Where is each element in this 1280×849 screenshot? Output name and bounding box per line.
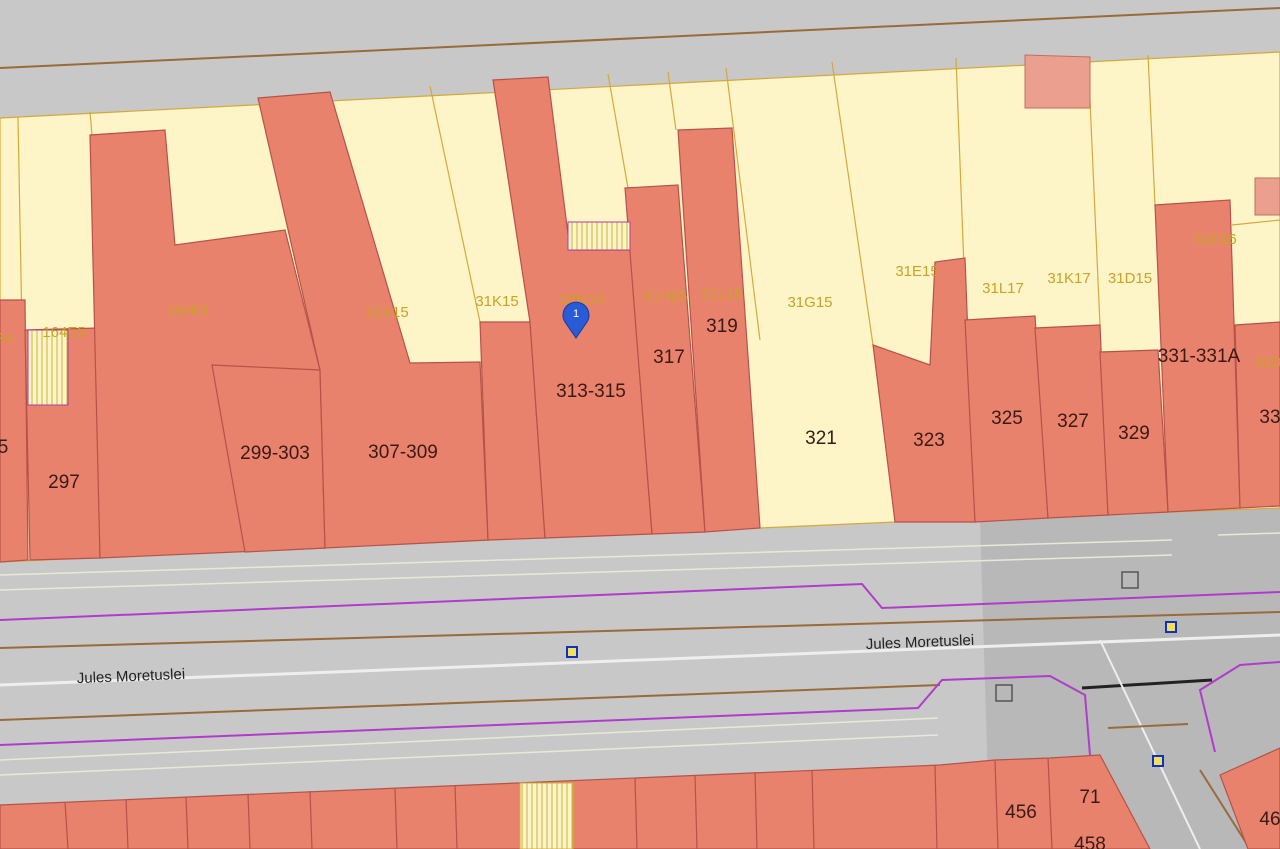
parcel-code: 31L15 [701, 286, 743, 303]
house-number: 71 [1079, 787, 1100, 808]
parcel-code: 31D15 [1108, 270, 1152, 287]
house-number: 329 [1118, 423, 1150, 444]
parcel-code: 31H15 [643, 288, 687, 305]
house-number: 317 [653, 347, 685, 368]
house-number: 327 [1057, 411, 1089, 432]
house-number: 299-303 [240, 443, 310, 464]
parcel-code: 31E15 [895, 263, 938, 280]
parcel-code: 164K5 [165, 302, 208, 319]
marker-label[interactable]: 1 [573, 308, 579, 320]
parcel-code: 31G15 [787, 294, 832, 311]
house-number: 458 [1074, 834, 1106, 849]
house-number: 46 [1259, 809, 1280, 830]
house-number: 297 [48, 472, 80, 493]
parcel-code: 31E16 [1193, 231, 1236, 248]
street-label: Jules Moretuslei [76, 666, 185, 687]
node-symbols [566, 571, 1177, 767]
house-number: 33 [1259, 407, 1280, 428]
map-marker[interactable]: 1 [562, 301, 590, 339]
buildings [0, 54, 1280, 563]
house-number: 331-331A [1158, 346, 1241, 367]
roads [0, 532, 1280, 849]
house-number: 307-309 [368, 442, 438, 463]
road-edge [0, 7, 1280, 69]
house-number: 456 [1005, 802, 1037, 823]
house-number: 319 [706, 316, 738, 337]
house-number: 313-315 [556, 381, 626, 402]
parcel-code: 31D [1254, 354, 1280, 371]
lot-lines [17, 54, 1280, 346]
parcel-code: R4 [0, 330, 14, 347]
marker-pin[interactable] [562, 301, 590, 339]
parcel-code: 164E5 [42, 324, 85, 341]
house-number: 321 [805, 428, 837, 449]
parcel-code: 31K17 [1047, 270, 1090, 287]
street-label: Jules Moretuslei [865, 632, 974, 653]
parcel-code: 31K15 [475, 293, 518, 310]
house-number: 5 [0, 437, 8, 458]
house-number: 323 [913, 430, 945, 451]
parcel-code: 31X15 [365, 304, 408, 321]
house-number: 325 [991, 408, 1023, 429]
bottom-buildings [0, 747, 1280, 849]
parcel-code: 31L17 [982, 280, 1024, 297]
